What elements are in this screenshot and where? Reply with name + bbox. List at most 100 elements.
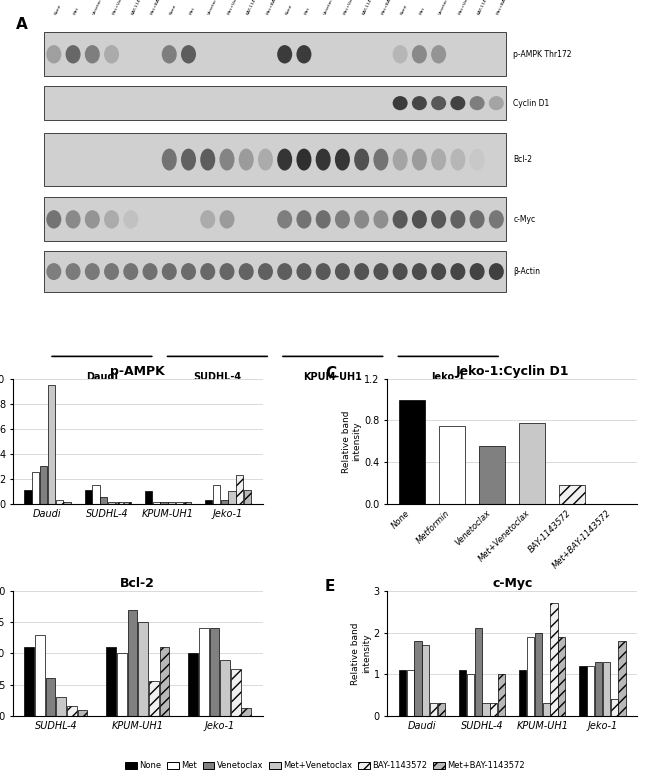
Text: BAY-1143572: BAY-1143572 (477, 0, 493, 16)
Bar (498, 675, 505, 716)
Ellipse shape (220, 263, 235, 280)
Bar (244, 490, 252, 503)
Ellipse shape (412, 210, 427, 229)
Ellipse shape (354, 263, 369, 280)
Ellipse shape (335, 149, 350, 170)
Ellipse shape (162, 263, 177, 280)
Text: BAY-1143572: BAY-1143572 (246, 0, 262, 16)
Bar (551, 604, 558, 716)
Bar (84, 490, 92, 503)
Ellipse shape (450, 96, 465, 110)
Bar (106, 647, 116, 716)
Bar (467, 675, 474, 716)
Ellipse shape (200, 263, 215, 280)
Text: Met: Met (419, 6, 426, 16)
Text: Met+BAY-1143572: Met+BAY-1143572 (150, 0, 171, 16)
Ellipse shape (258, 263, 273, 280)
Bar (422, 645, 430, 716)
Ellipse shape (412, 96, 427, 110)
Ellipse shape (84, 45, 100, 64)
Ellipse shape (277, 210, 292, 229)
Ellipse shape (393, 210, 408, 229)
Y-axis label: Relative band
intensity: Relative band intensity (342, 410, 361, 472)
Text: SUDHL-4: SUDHL-4 (193, 373, 241, 382)
Bar (231, 669, 240, 716)
Ellipse shape (469, 149, 485, 170)
Ellipse shape (104, 210, 119, 229)
Bar (228, 491, 235, 503)
Text: Met: Met (73, 6, 80, 16)
Text: Venetoclax: Venetoclax (439, 0, 452, 16)
Text: Met+BAY-1143572: Met+BAY-1143572 (381, 0, 402, 16)
Bar (44, 86, 506, 120)
Bar (415, 641, 422, 716)
Text: Met: Met (304, 6, 311, 16)
Ellipse shape (84, 263, 100, 280)
Bar (44, 251, 506, 292)
Ellipse shape (84, 210, 100, 229)
Text: None: None (169, 4, 177, 16)
Text: p-AMPK Thr172: p-AMPK Thr172 (514, 50, 572, 59)
Text: β-Actin: β-Actin (514, 267, 540, 276)
Bar (199, 629, 209, 716)
Text: E: E (325, 579, 335, 594)
Text: Met+BAY-1143572: Met+BAY-1143572 (497, 0, 517, 16)
Bar (205, 500, 212, 503)
Ellipse shape (469, 210, 485, 229)
Ellipse shape (239, 149, 254, 170)
Ellipse shape (431, 210, 446, 229)
Bar (220, 500, 228, 503)
Ellipse shape (489, 149, 504, 170)
Ellipse shape (431, 96, 446, 110)
Bar (24, 647, 34, 716)
Bar (35, 635, 45, 716)
Ellipse shape (181, 45, 196, 64)
Title: c-Myc: c-Myc (492, 576, 532, 590)
Ellipse shape (239, 263, 254, 280)
Bar (527, 636, 534, 716)
Text: None: None (54, 4, 62, 16)
Ellipse shape (489, 210, 504, 229)
Ellipse shape (469, 263, 485, 280)
Ellipse shape (277, 149, 292, 170)
Bar (213, 485, 220, 503)
Ellipse shape (277, 45, 292, 64)
Text: Met+Venetoclax: Met+Venetoclax (227, 0, 246, 16)
Ellipse shape (393, 263, 408, 280)
Ellipse shape (316, 149, 331, 170)
Text: Cyclin D1: Cyclin D1 (514, 99, 550, 107)
Title: p-AMPK: p-AMPK (111, 365, 165, 378)
Bar (490, 703, 497, 716)
Bar (48, 385, 55, 503)
Ellipse shape (393, 45, 408, 64)
Bar (603, 662, 610, 716)
Ellipse shape (412, 45, 427, 64)
Ellipse shape (354, 210, 369, 229)
Ellipse shape (450, 149, 465, 170)
Ellipse shape (373, 263, 389, 280)
Ellipse shape (46, 210, 61, 229)
Bar (57, 697, 66, 716)
Bar (558, 636, 566, 716)
Ellipse shape (489, 263, 504, 280)
Bar (67, 706, 77, 716)
Bar (24, 490, 32, 503)
Ellipse shape (181, 149, 196, 170)
Bar (117, 654, 127, 716)
Ellipse shape (431, 149, 446, 170)
Title: Bcl-2: Bcl-2 (120, 576, 155, 590)
Text: None: None (285, 4, 293, 16)
Bar (241, 708, 252, 716)
Ellipse shape (142, 263, 157, 280)
Ellipse shape (412, 263, 427, 280)
Ellipse shape (220, 210, 235, 229)
Bar (149, 682, 159, 716)
Ellipse shape (431, 45, 446, 64)
Bar (56, 500, 63, 503)
Ellipse shape (124, 210, 138, 229)
Bar (92, 485, 99, 503)
Ellipse shape (489, 96, 504, 110)
Ellipse shape (258, 149, 273, 170)
Bar (595, 662, 602, 716)
Ellipse shape (181, 263, 196, 280)
